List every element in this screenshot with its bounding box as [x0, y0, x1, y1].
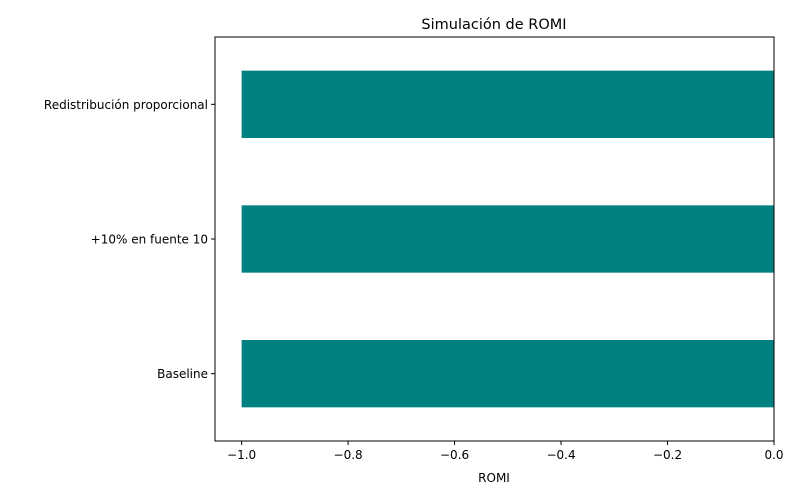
x-tick-label-1: −0.8	[334, 448, 363, 462]
x-tick-label-0: −1.0	[227, 448, 256, 462]
y-tick-label-2: Redistribución proporcional	[44, 98, 208, 112]
x-tick-label-5: 0.0	[764, 448, 783, 462]
bar-2	[241, 70, 775, 138]
x-tick-label-3: −0.4	[546, 448, 575, 462]
x-tick-label-4: −0.2	[653, 448, 682, 462]
y-axis: Baseline +10% en fuente 10 Redistribución …	[44, 98, 215, 381]
x-tick-label-2: −0.6	[440, 448, 469, 462]
bar-0	[241, 340, 775, 408]
chart-title: Simulación de ROMI	[421, 17, 566, 33]
y-tick-label-1: +10% en fuente 10	[91, 233, 208, 247]
bars-layer	[241, 70, 775, 408]
y-tick-label-0: Baseline	[157, 367, 208, 381]
x-axis: −1.0 −0.8 −0.6 −0.4 −0.2 0.0	[227, 441, 784, 462]
bar-1	[241, 205, 775, 273]
x-axis-label: ROMI	[478, 471, 510, 485]
